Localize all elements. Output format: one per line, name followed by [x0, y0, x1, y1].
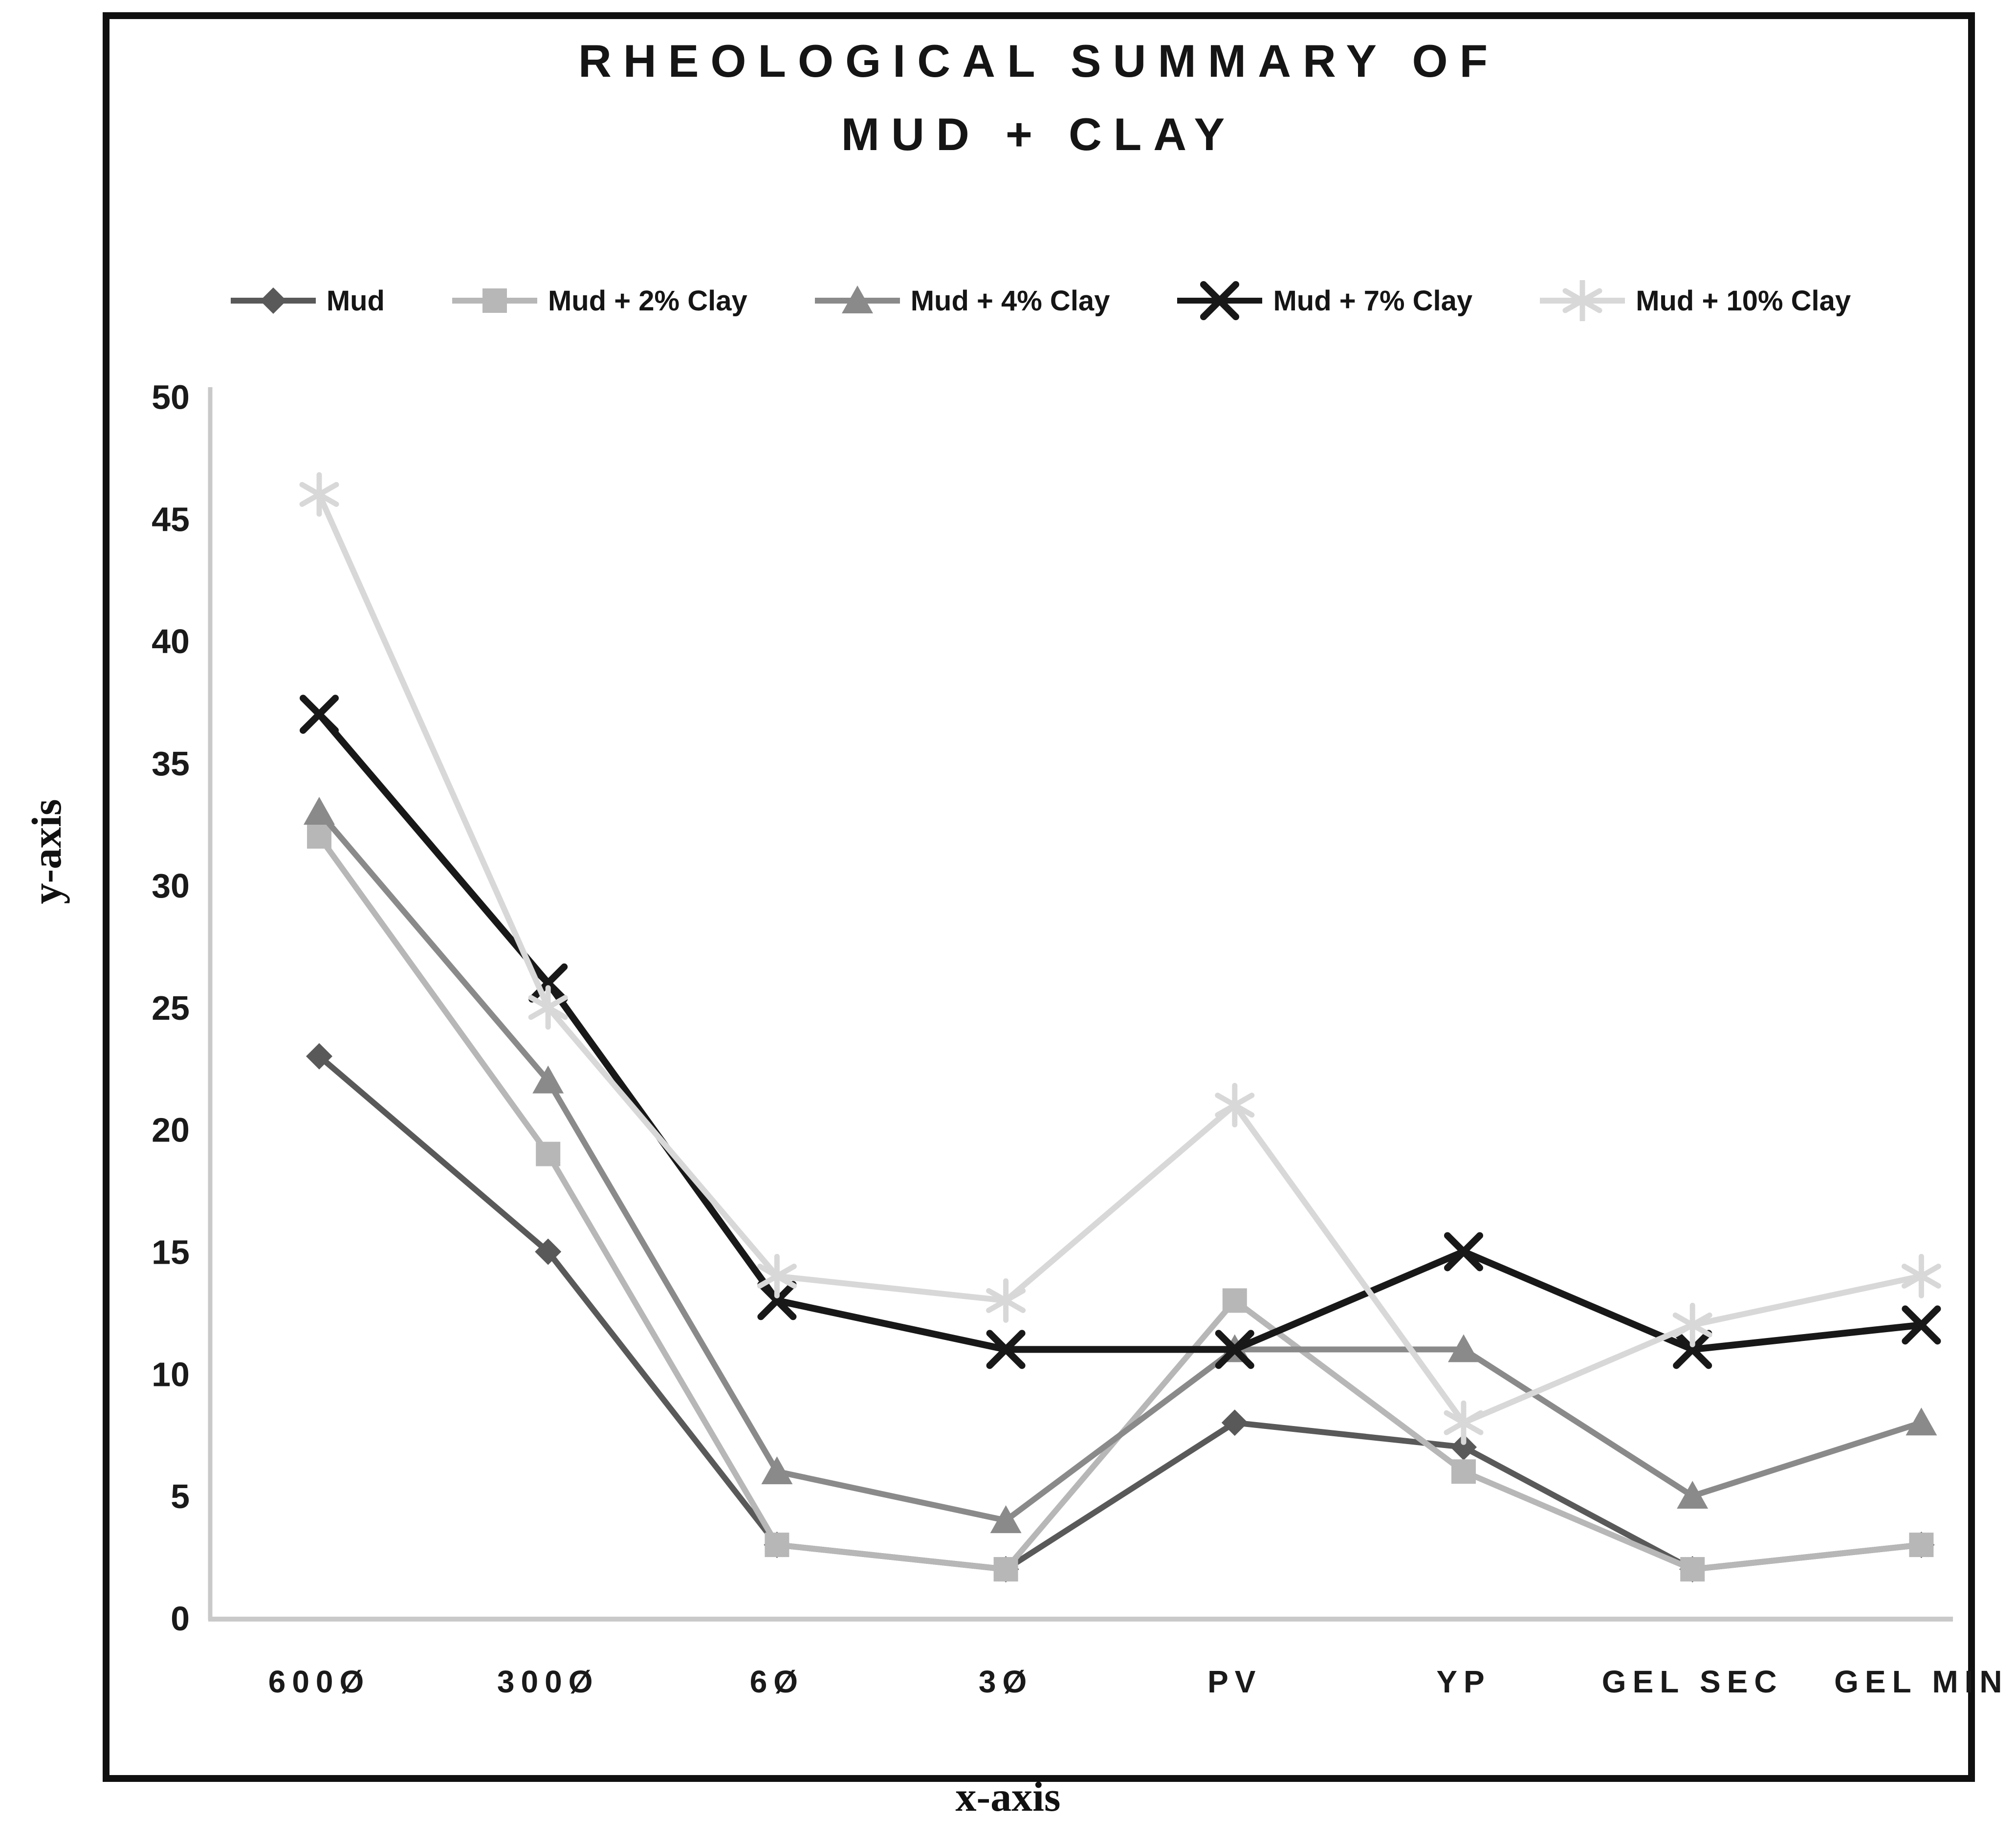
x-category-label: GEL SEC	[1602, 1664, 1783, 1699]
legend-marker-star-icon	[1540, 280, 1625, 321]
marker-triangle	[1906, 1407, 1937, 1436]
y-tick-label: 25	[152, 989, 190, 1027]
marker-x	[1673, 1330, 1712, 1369]
marker-diamond	[306, 1043, 332, 1070]
marker-x	[1902, 1305, 1941, 1345]
marker-diamond	[1450, 1434, 1477, 1461]
y-tick-label: 20	[152, 1111, 190, 1149]
x-category-label: 600Ø	[268, 1664, 371, 1699]
marker-x	[1444, 1232, 1483, 1272]
y-tick-label: 10	[152, 1355, 190, 1393]
marker-star	[299, 472, 339, 517]
y-tick-label: 35	[152, 745, 190, 783]
y-tick-label: 5	[171, 1477, 190, 1515]
marker-diamond	[1221, 1409, 1248, 1436]
marker-square	[1909, 1533, 1934, 1558]
marker-star	[757, 1253, 797, 1298]
legend-label: Mud + 7% Clay	[1273, 285, 1473, 317]
marker-square	[993, 1557, 1018, 1582]
marker-x	[300, 695, 339, 734]
marker-x	[528, 963, 568, 1003]
y-tick-label: 40	[152, 622, 190, 660]
legend-item: Mud + 2% Clay	[448, 280, 747, 321]
marker-triangle	[1677, 1481, 1709, 1509]
x-category-label: 300Ø	[497, 1664, 599, 1699]
marker-triangle	[761, 1456, 793, 1485]
series-line-mud-7-clay	[316, 711, 1925, 1353]
chart-title-line2: MUD + CLAY	[841, 109, 1237, 160]
x-category-label: PV	[1207, 1664, 1262, 1699]
marker-triangle	[304, 796, 335, 825]
marker-star	[1215, 1083, 1255, 1128]
y-axis-title: y-axis	[23, 799, 70, 904]
legend-label: Mud	[326, 285, 385, 317]
marker-triangle	[1448, 1334, 1479, 1362]
marker-star	[1444, 1400, 1484, 1445]
chart-title: RHEOLOGICAL SUMMARY OF MUD + CLAY	[103, 24, 1975, 171]
y-tick-label: 15	[152, 1233, 190, 1271]
marker-square	[536, 1141, 561, 1166]
x-category-label: 3Ø	[979, 1664, 1033, 1699]
x-category-label: GEL MIN	[1834, 1664, 2009, 1699]
marker-square	[1451, 1459, 1476, 1484]
legend-marker-diamond-icon	[230, 287, 316, 314]
marker-square	[1680, 1557, 1705, 1582]
x-category-label: YP	[1436, 1664, 1490, 1699]
legend-marker-square-icon	[452, 288, 537, 313]
marker-diamond	[535, 1238, 562, 1265]
series-line-mud-10-clay	[316, 491, 1925, 1426]
x-axis-title: x-axis	[955, 1773, 1061, 1820]
x-category-label: 6Ø	[750, 1664, 804, 1699]
marker-square	[307, 824, 331, 849]
legend-item: Mud	[227, 280, 385, 321]
marker-diamond	[260, 287, 286, 314]
legend: Mud Mud + 2% Clay Mud + 4% Clay Mud + 7% Cl…	[147, 271, 1931, 330]
marker-star	[528, 985, 568, 1030]
marker-square	[765, 1533, 789, 1558]
marker-star	[986, 1278, 1026, 1323]
marker-x	[986, 1330, 1026, 1369]
y-tick-label: 50	[152, 378, 190, 417]
marker-triangle	[990, 1505, 1022, 1534]
marker-star	[1901, 1253, 1941, 1298]
legend-marker-x-icon	[1177, 281, 1263, 320]
legend-item: Mud + 4% Clay	[811, 280, 1110, 321]
marker-x	[1200, 281, 1240, 320]
legend-label: Mud + 10% Clay	[1636, 285, 1851, 317]
marker-x	[757, 1281, 797, 1320]
legend-label: Mud + 2% Clay	[548, 285, 747, 317]
y-tick-label: 0	[171, 1600, 190, 1638]
chart-title-line1: RHEOLOGICAL SUMMARY OF	[578, 35, 1500, 87]
legend-item: Mud + 7% Clay	[1173, 280, 1472, 321]
legend-marker-triangle-icon	[814, 285, 900, 313]
marker-triangle	[841, 285, 873, 313]
marker-star	[1562, 280, 1602, 321]
marker-square	[1222, 1288, 1247, 1313]
series-line-mud-4-clay	[316, 809, 1925, 1524]
legend-label: Mud + 4% Clay	[910, 285, 1110, 317]
series-line-mud	[316, 1053, 1925, 1573]
marker-star	[1672, 1302, 1712, 1347]
marker-square	[482, 288, 507, 313]
y-tick-label: 45	[152, 500, 190, 538]
marker-triangle	[532, 1065, 564, 1094]
legend-item: Mud + 10% Clay	[1536, 280, 1851, 321]
figure-frame	[103, 12, 1975, 1782]
y-tick-label: 30	[152, 867, 190, 905]
marker-x	[1215, 1330, 1254, 1369]
